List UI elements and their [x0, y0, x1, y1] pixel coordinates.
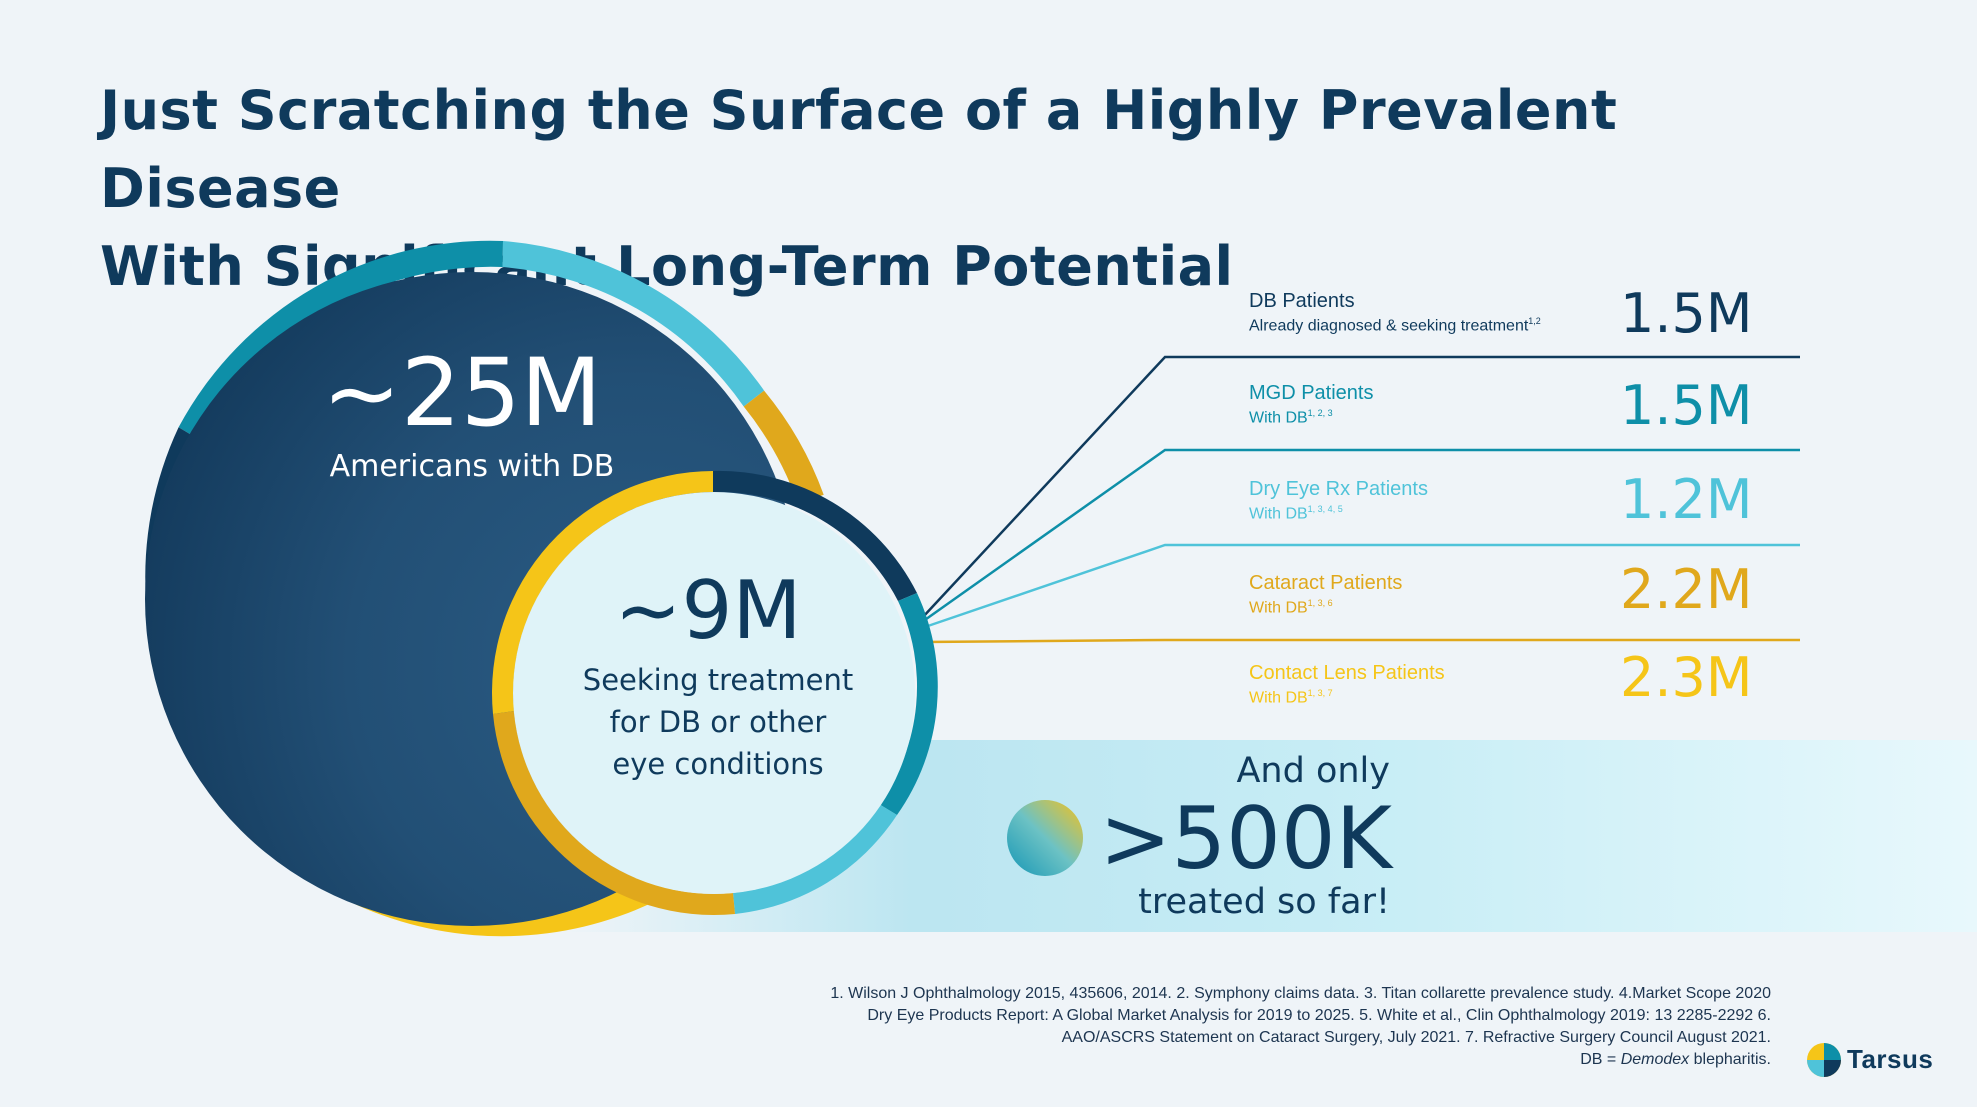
db-definition: DB = Demodex blepharitis.: [1580, 1051, 1771, 1068]
inner-label-line-1: Seeking treatment: [583, 663, 853, 697]
references: 1. Wilson J Ophthalmology 2015, 435606, …: [671, 983, 1771, 1071]
segment-title: Dry Eye Rx Patients: [1249, 478, 1428, 500]
inner-ring: [492, 470, 938, 915]
orb-icon: [1007, 800, 1083, 876]
segment-title: MGD Patients: [1249, 382, 1374, 404]
inner-label-line-2: for DB or other: [610, 705, 827, 739]
outer-label: Americans with DB: [330, 449, 615, 484]
segment-value: 1.5M: [1620, 374, 1753, 437]
segment-value: 2.2M: [1620, 558, 1753, 621]
segment-title: DB Patients: [1249, 290, 1355, 312]
inner-label-line-3: eye conditions: [612, 747, 823, 781]
logo-text: Tarsus: [1847, 1044, 1934, 1074]
title-line-1: Just Scratching the Surface of a Highly …: [100, 79, 1618, 220]
treated-line-2: treated so far!: [1138, 882, 1390, 922]
segment-subtitle: With DB1, 3, 7: [1249, 688, 1333, 707]
segment-subtitle: With DB1, 2, 3: [1249, 408, 1333, 427]
reference-line: Dry Eye Products Report: A Global Market…: [867, 1007, 1771, 1024]
treated-value: >500K: [1099, 789, 1394, 889]
connector-lines: [921, 355, 1800, 644]
title-line-2: With Significant Long-Term Potential: [100, 235, 1234, 298]
segment-value: 2.3M: [1620, 646, 1753, 709]
inner-circle: [513, 492, 915, 894]
segment-subtitle: Already diagnosed & seeking treatment1,2: [1249, 316, 1541, 335]
reference-line: 1. Wilson J Ophthalmology 2015, 435606, …: [830, 985, 1771, 1002]
reference-line: AAO/ASCRS Statement on Cataract Surgery,…: [1061, 1029, 1771, 1046]
tarsus-logo-icon: [1807, 1043, 1841, 1077]
segment-subtitle: With DB1, 3, 4, 5: [1249, 504, 1343, 523]
segment-title: Cataract Patients: [1249, 572, 1403, 594]
outer-value: ~25M: [322, 339, 601, 448]
inner-value: ~9M: [615, 564, 802, 657]
page-title: Just Scratching the Surface of a Highly …: [100, 72, 1800, 306]
segment-value: 1.5M: [1620, 282, 1753, 345]
segment-subtitle: With DB1, 3, 6: [1249, 598, 1333, 617]
treated-line-1: And only: [1236, 751, 1390, 791]
segment-title: Contact Lens Patients: [1249, 662, 1445, 684]
segment-value: 1.2M: [1620, 468, 1753, 531]
